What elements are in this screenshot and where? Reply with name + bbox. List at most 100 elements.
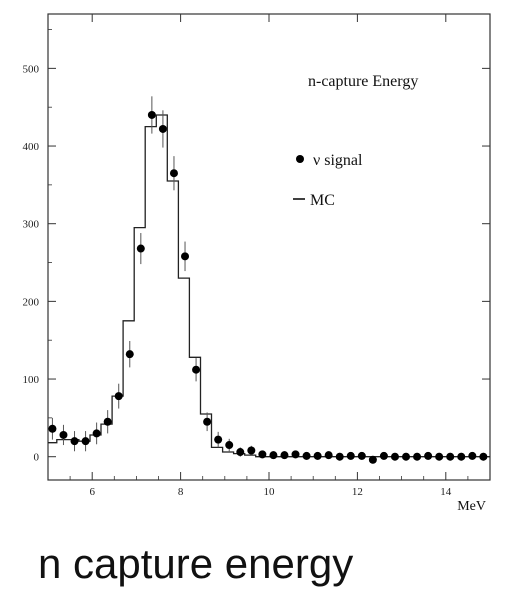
signal-point xyxy=(147,96,156,134)
signal-point xyxy=(413,452,422,461)
y-tick-label: 100 xyxy=(23,374,40,386)
legend-marker-signal xyxy=(296,155,304,163)
signal-marker xyxy=(402,452,411,461)
caption: n capture energy xyxy=(38,540,354,587)
signal-marker xyxy=(335,452,344,461)
signal-marker xyxy=(236,448,245,457)
signal-marker xyxy=(114,392,123,401)
signal-marker xyxy=(136,244,145,253)
signal-marker xyxy=(181,252,190,261)
legend-label-signal: ν signal xyxy=(313,152,363,169)
y-tick-label: 400 xyxy=(23,141,40,153)
signal-marker xyxy=(390,452,399,461)
signal-point xyxy=(357,451,366,460)
x-tick-label: 6 xyxy=(89,486,95,498)
signal-marker xyxy=(214,435,223,444)
axis-ticks: 6 8 10 12 14 0 100 200 300 400 500 xyxy=(23,14,491,498)
signal-marker xyxy=(192,365,201,374)
signal-point xyxy=(368,455,377,464)
signal-marker xyxy=(479,452,488,461)
signal-marker xyxy=(169,169,178,178)
signal-point xyxy=(468,451,477,460)
x-tick-label: 12 xyxy=(352,486,363,498)
legend-label-mc: MC xyxy=(310,192,335,209)
signal-marker xyxy=(324,451,333,460)
signal-point xyxy=(479,452,488,461)
signal-point xyxy=(324,451,333,460)
signal-point xyxy=(402,452,411,461)
signal-marker xyxy=(446,452,455,461)
signal-marker xyxy=(247,446,256,455)
signal-point xyxy=(181,241,190,272)
signal-point xyxy=(424,451,433,460)
signal-point xyxy=(203,412,212,432)
signal-marker xyxy=(269,451,278,460)
signal-point xyxy=(269,451,278,460)
mc-series xyxy=(48,114,490,458)
signal-marker xyxy=(125,350,134,359)
signal-point xyxy=(158,110,167,148)
signal-point xyxy=(114,383,123,409)
y-tick-label: 300 xyxy=(23,219,40,231)
signal-marker xyxy=(413,452,422,461)
signal-point xyxy=(192,358,201,382)
x-axis-label: MeV xyxy=(457,499,486,514)
signal-marker xyxy=(59,430,68,439)
signal-marker xyxy=(258,450,267,459)
signal-marker xyxy=(424,451,433,460)
signal-point xyxy=(125,340,134,368)
signal-point xyxy=(435,452,444,461)
signal-point xyxy=(214,431,223,448)
signal-marker xyxy=(225,441,234,450)
signal-marker xyxy=(291,450,300,459)
signal-marker xyxy=(379,451,388,460)
signal-marker xyxy=(457,452,466,461)
signal-point xyxy=(379,451,388,460)
plot-frame xyxy=(47,13,491,481)
signal-point xyxy=(236,447,245,457)
signal-marker xyxy=(468,451,477,460)
signal-marker xyxy=(313,451,322,460)
signal-marker xyxy=(147,110,156,119)
signal-marker xyxy=(48,424,57,433)
legend: ν signal MC xyxy=(293,152,363,209)
signal-marker xyxy=(103,417,112,426)
signal-point xyxy=(335,452,344,461)
signal-marker xyxy=(203,417,212,426)
signal-point xyxy=(280,451,289,460)
signal-point xyxy=(457,452,466,461)
signal-point xyxy=(225,438,234,452)
signal-marker xyxy=(357,451,366,460)
signal-marker xyxy=(280,451,289,460)
signal-point xyxy=(247,445,256,456)
signal-point xyxy=(92,422,101,445)
signal-point xyxy=(81,431,90,452)
signal-point xyxy=(313,451,322,460)
signal-series xyxy=(48,96,488,464)
signal-point xyxy=(70,431,79,452)
x-tick-label: 14 xyxy=(440,486,452,498)
x-tick-label: 8 xyxy=(178,486,184,498)
signal-marker xyxy=(302,451,311,460)
signal-marker xyxy=(92,429,101,438)
signal-point xyxy=(390,452,399,461)
signal-point xyxy=(258,450,267,459)
chart: 6 8 10 12 14 0 100 200 300 400 500 n-capture Energ… xyxy=(23,13,491,514)
signal-point xyxy=(136,233,145,265)
signal-point xyxy=(169,156,178,191)
chart-title: n-capture Energy xyxy=(308,73,418,90)
signal-marker xyxy=(435,452,444,461)
y-tick-label: 0 xyxy=(34,452,40,464)
signal-point xyxy=(346,451,355,460)
signal-point xyxy=(302,451,311,460)
signal-marker xyxy=(158,124,167,133)
signal-point xyxy=(446,452,455,461)
y-tick-label: 500 xyxy=(23,63,40,75)
signal-marker xyxy=(346,451,355,460)
signal-point xyxy=(59,424,68,446)
signal-marker xyxy=(81,437,90,446)
signal-point xyxy=(103,410,112,434)
signal-point xyxy=(291,450,300,459)
signal-marker xyxy=(368,455,377,464)
mc-histogram-line xyxy=(48,114,490,458)
